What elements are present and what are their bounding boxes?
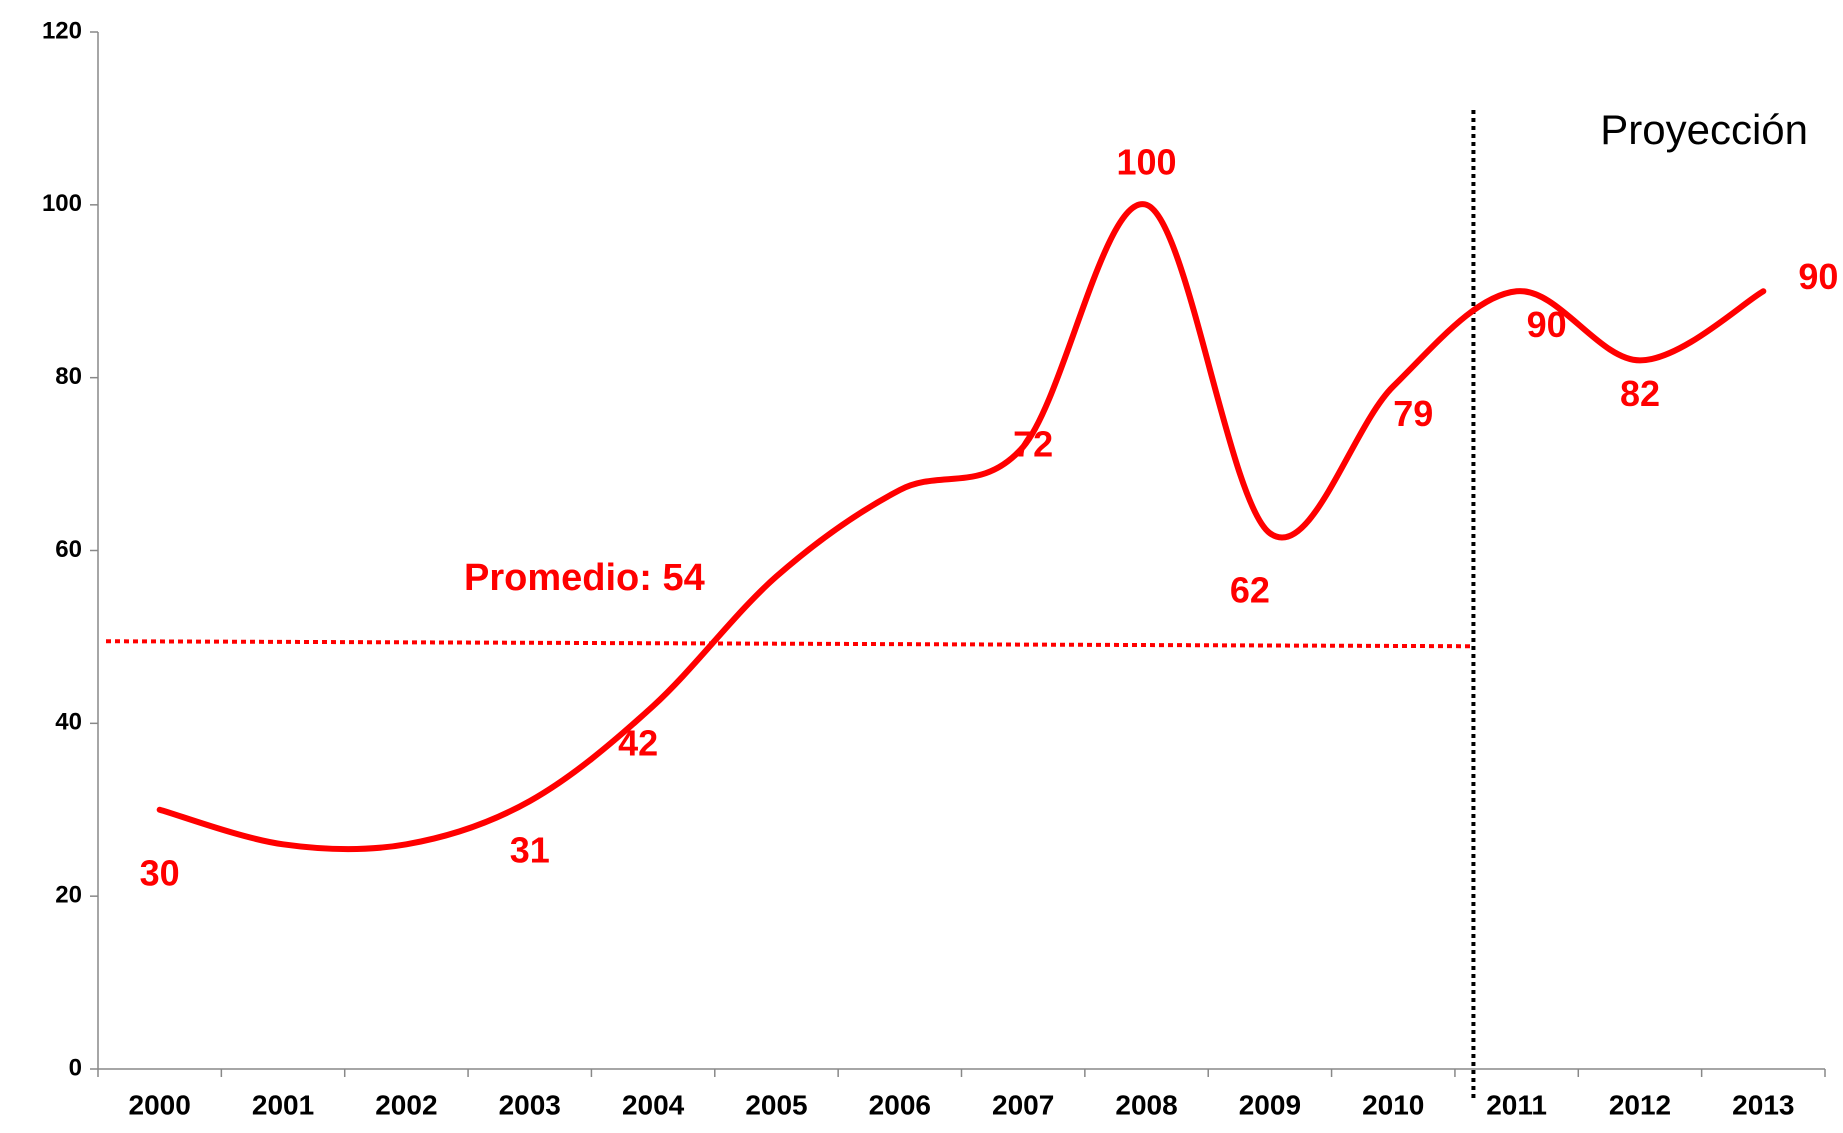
- series-line: [156, 201, 1767, 853]
- data-label: 62: [1230, 570, 1270, 611]
- projection-label: Proyección: [1600, 106, 1808, 153]
- x-tick-label: 2013: [1732, 1089, 1794, 1120]
- x-tick-label: 2009: [1239, 1089, 1301, 1120]
- average-line: [105, 639, 1474, 649]
- y-tick-label: 0: [69, 1054, 82, 1081]
- y-tick-label: 100: [42, 190, 82, 217]
- data-label: 90: [1527, 304, 1567, 345]
- x-tick-label: 2011: [1486, 1089, 1547, 1120]
- x-tick-label: 2010: [1362, 1089, 1424, 1120]
- data-label: 42: [618, 723, 658, 764]
- data-label: 31: [510, 830, 550, 871]
- data-label: 30: [140, 852, 180, 893]
- data-label: 82: [1620, 373, 1660, 414]
- y-tick-label: 80: [55, 363, 82, 390]
- data-label: 79: [1393, 393, 1433, 434]
- average-label: Promedio: 54: [464, 557, 705, 599]
- data-label: 100: [1116, 141, 1176, 182]
- y-tick-label: 40: [55, 709, 82, 736]
- y-tick-label: 20: [55, 882, 82, 909]
- x-tick-label: 2008: [1115, 1089, 1177, 1120]
- data-label: 90: [1798, 256, 1838, 297]
- y-tick-label: 60: [55, 536, 82, 563]
- x-tick-label: 2001: [252, 1089, 314, 1120]
- x-tick-label: 2002: [375, 1089, 437, 1120]
- x-tick-label: 2012: [1609, 1089, 1671, 1120]
- x-tick-label: 2004: [622, 1089, 685, 1120]
- x-tick-label: 2005: [745, 1089, 807, 1120]
- x-tick-label: 2000: [129, 1089, 191, 1120]
- x-tick-label: 2003: [499, 1089, 561, 1120]
- y-tick-label: 120: [42, 17, 82, 44]
- data-label: 72: [1013, 423, 1053, 464]
- x-tick-label: 2006: [869, 1089, 931, 1120]
- x-tick-label: 2007: [992, 1089, 1054, 1120]
